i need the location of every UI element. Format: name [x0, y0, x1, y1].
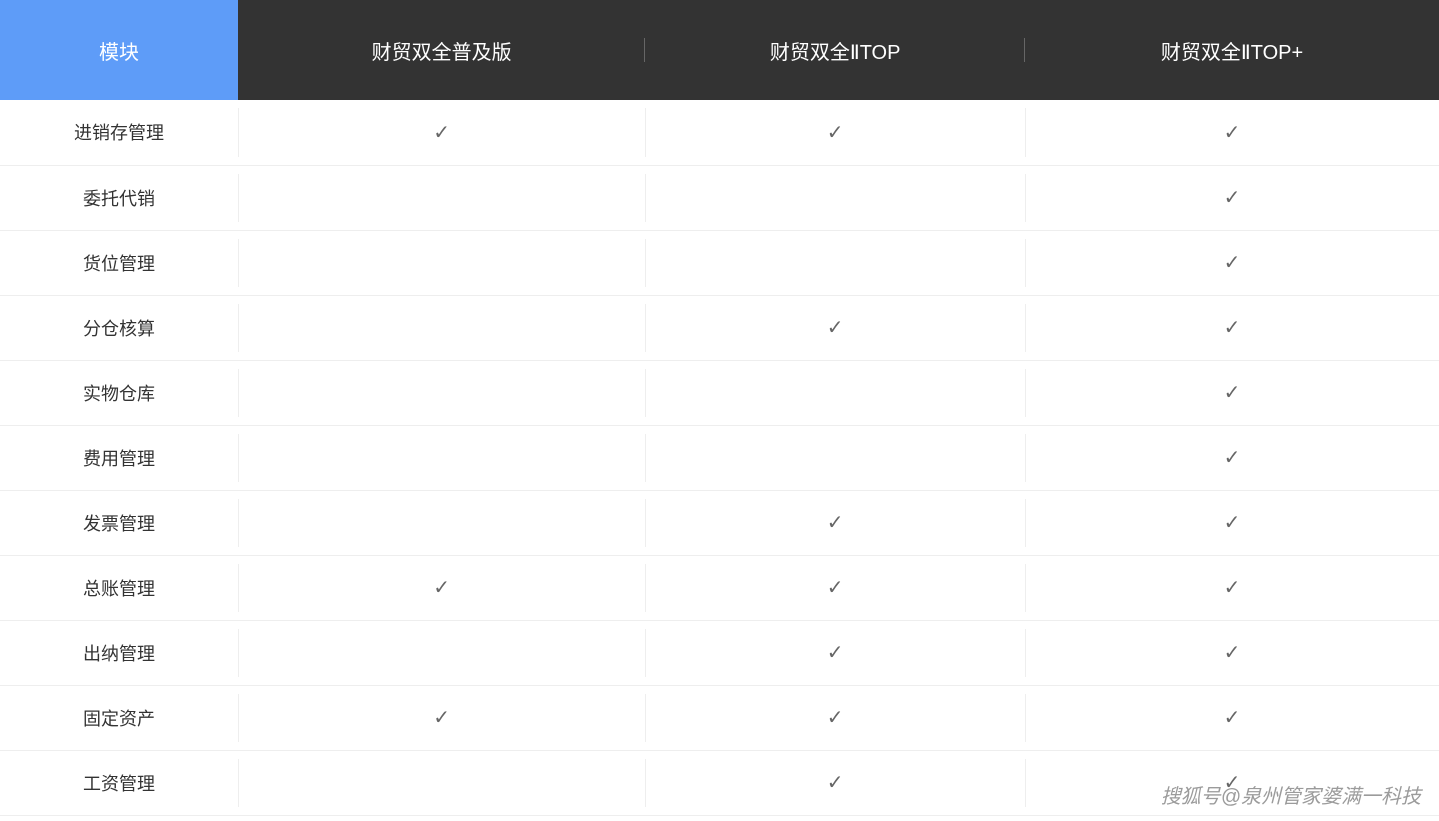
- table-row: 发票管理 ✓ ✓: [0, 490, 1439, 555]
- checkmark-icon: ✓: [1224, 185, 1241, 210]
- table-row: 总账管理 ✓ ✓ ✓: [0, 555, 1439, 620]
- feature-name-cell: 费用管理: [0, 425, 238, 490]
- feature-value-cell: ✓: [1025, 165, 1439, 230]
- feature-value-cell: ✓: [1025, 295, 1439, 360]
- feature-value-cell: ✓: [1025, 230, 1439, 295]
- table-row: 固定资产 ✓ ✓ ✓: [0, 685, 1439, 750]
- feature-value-cell: [645, 360, 1025, 425]
- column-header-module: 模块: [0, 0, 238, 100]
- checkmark-icon: ✓: [1224, 510, 1241, 535]
- feature-value-cell: [238, 750, 645, 815]
- feature-name-cell: 工资管理: [0, 750, 238, 815]
- checkmark-icon: ✓: [827, 770, 844, 795]
- feature-name-cell: 实物仓库: [0, 360, 238, 425]
- feature-value-cell: [645, 230, 1025, 295]
- checkmark-icon: ✓: [1224, 380, 1241, 405]
- feature-value-cell: ✓: [238, 685, 645, 750]
- column-header-plan-top-plus: 财贸双全ⅡTOP+: [1025, 0, 1439, 100]
- checkmark-icon: ✓: [433, 705, 450, 730]
- checkmark-icon: ✓: [1224, 770, 1241, 795]
- feature-value-cell: [238, 425, 645, 490]
- feature-value-cell: [238, 165, 645, 230]
- feature-name-cell: 总账管理: [0, 555, 238, 620]
- feature-value-cell: ✓: [1025, 100, 1439, 165]
- feature-value-cell: [238, 230, 645, 295]
- feature-value-cell: ✓: [645, 100, 1025, 165]
- table-row: 委托代销 ✓: [0, 165, 1439, 230]
- checkmark-icon: ✓: [827, 510, 844, 535]
- checkmark-icon: ✓: [1224, 640, 1241, 665]
- feature-value-cell: [238, 360, 645, 425]
- checkmark-icon: ✓: [827, 120, 844, 145]
- feature-value-cell: ✓: [1025, 425, 1439, 490]
- feature-value-cell: ✓: [1025, 620, 1439, 685]
- table-row: 工资管理 ✓ ✓: [0, 750, 1439, 815]
- feature-name-cell: 出纳管理: [0, 620, 238, 685]
- feature-value-cell: [238, 620, 645, 685]
- feature-name-cell: 固定资产: [0, 685, 238, 750]
- feature-value-cell: ✓: [1025, 750, 1439, 815]
- table-row: 货位管理 ✓: [0, 230, 1439, 295]
- checkmark-icon: ✓: [1224, 445, 1241, 470]
- table-body: 进销存管理 ✓ ✓ ✓ 委托代销 ✓ 货位管理 ✓ 分仓核算 ✓ ✓ 实物仓库: [0, 100, 1439, 815]
- checkmark-icon: ✓: [827, 315, 844, 340]
- feature-value-cell: ✓: [1025, 490, 1439, 555]
- table-row: 进销存管理 ✓ ✓ ✓: [0, 100, 1439, 165]
- feature-value-cell: [645, 165, 1025, 230]
- feature-value-cell: ✓: [238, 100, 645, 165]
- feature-name-cell: 进销存管理: [0, 100, 238, 165]
- checkmark-icon: ✓: [827, 705, 844, 730]
- table-row: 实物仓库 ✓: [0, 360, 1439, 425]
- feature-value-cell: [238, 295, 645, 360]
- feature-value-cell: ✓: [645, 685, 1025, 750]
- checkmark-icon: ✓: [1224, 120, 1241, 145]
- feature-value-cell: ✓: [238, 555, 645, 620]
- checkmark-icon: ✓: [1224, 575, 1241, 600]
- checkmark-icon: ✓: [827, 575, 844, 600]
- feature-value-cell: ✓: [1025, 685, 1439, 750]
- feature-value-cell: ✓: [645, 490, 1025, 555]
- table-row: 出纳管理 ✓ ✓: [0, 620, 1439, 685]
- checkmark-icon: ✓: [1224, 250, 1241, 275]
- table-row: 费用管理 ✓: [0, 425, 1439, 490]
- feature-name-cell: 分仓核算: [0, 295, 238, 360]
- feature-value-cell: ✓: [1025, 555, 1439, 620]
- column-header-plan-basic: 财贸双全普及版: [238, 0, 645, 100]
- feature-value-cell: ✓: [645, 555, 1025, 620]
- feature-value-cell: ✓: [645, 620, 1025, 685]
- feature-comparison-table: 模块 财贸双全普及版 财贸双全ⅡTOP 财贸双全ⅡTOP+ 进销存管理 ✓ ✓ …: [0, 0, 1439, 816]
- checkmark-icon: ✓: [433, 120, 450, 145]
- feature-name-cell: 货位管理: [0, 230, 238, 295]
- feature-name-cell: 发票管理: [0, 490, 238, 555]
- table-row: 分仓核算 ✓ ✓: [0, 295, 1439, 360]
- feature-value-cell: ✓: [1025, 360, 1439, 425]
- feature-value-cell: ✓: [645, 750, 1025, 815]
- checkmark-icon: ✓: [1224, 705, 1241, 730]
- table-header-row: 模块 财贸双全普及版 财贸双全ⅡTOP 财贸双全ⅡTOP+: [0, 0, 1439, 100]
- feature-name-cell: 委托代销: [0, 165, 238, 230]
- feature-value-cell: [238, 490, 645, 555]
- feature-value-cell: [645, 425, 1025, 490]
- column-header-plan-top: 财贸双全ⅡTOP: [645, 0, 1025, 100]
- checkmark-icon: ✓: [433, 575, 450, 600]
- checkmark-icon: ✓: [827, 640, 844, 665]
- feature-value-cell: ✓: [645, 295, 1025, 360]
- checkmark-icon: ✓: [1224, 315, 1241, 340]
